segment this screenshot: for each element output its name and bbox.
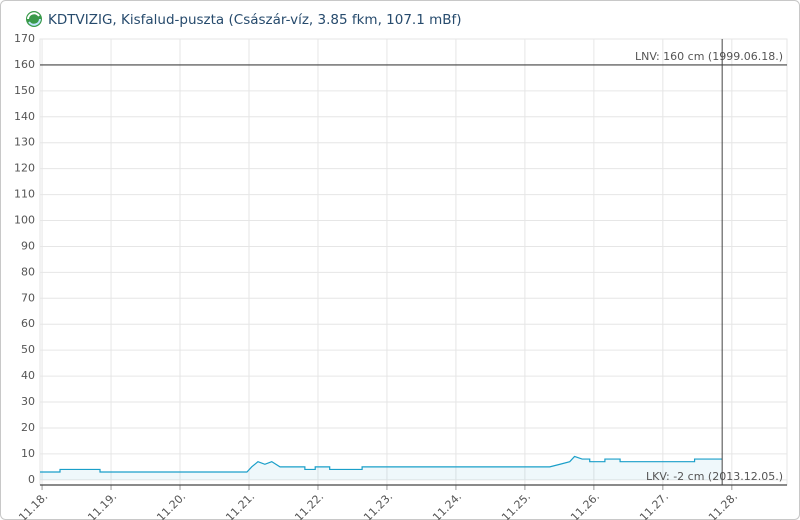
y-tick-label: 120 — [14, 162, 35, 175]
y-tick-label: 40 — [21, 369, 35, 382]
line — [40, 455, 723, 473]
y-tick-label: 130 — [14, 136, 35, 149]
y-tick-label: 20 — [21, 421, 35, 434]
y-tick-label: 150 — [14, 84, 35, 97]
y-tick-label: 70 — [21, 291, 35, 304]
y-tick-label: 30 — [21, 395, 35, 408]
y-tick-label: 140 — [14, 110, 35, 123]
y-tick-label: 10 — [21, 447, 35, 460]
y-tick-label: 110 — [14, 188, 35, 201]
y-tick-label: 160 — [14, 58, 35, 71]
plot-area — [39, 38, 788, 486]
chart-title: KDTVIZIG, Kisfalud-puszta (Császár-víz, … — [48, 12, 462, 28]
reference-label: LKV: -2 cm (2013.12.05.) — [646, 470, 783, 483]
area — [40, 456, 723, 480]
y-tick-label: 90 — [21, 239, 35, 252]
y-tick-label: 0 — [28, 473, 35, 486]
y-tick-label: 50 — [21, 343, 35, 356]
y-tick-label: 80 — [21, 265, 35, 278]
y-tick-label: 60 — [21, 317, 35, 330]
y-tick-label: 100 — [14, 214, 35, 227]
reference-label: LNV: 160 cm (1999.06.18.) — [635, 50, 783, 63]
logo-icon — [26, 11, 42, 27]
y-tick-label: 170 — [14, 32, 35, 45]
